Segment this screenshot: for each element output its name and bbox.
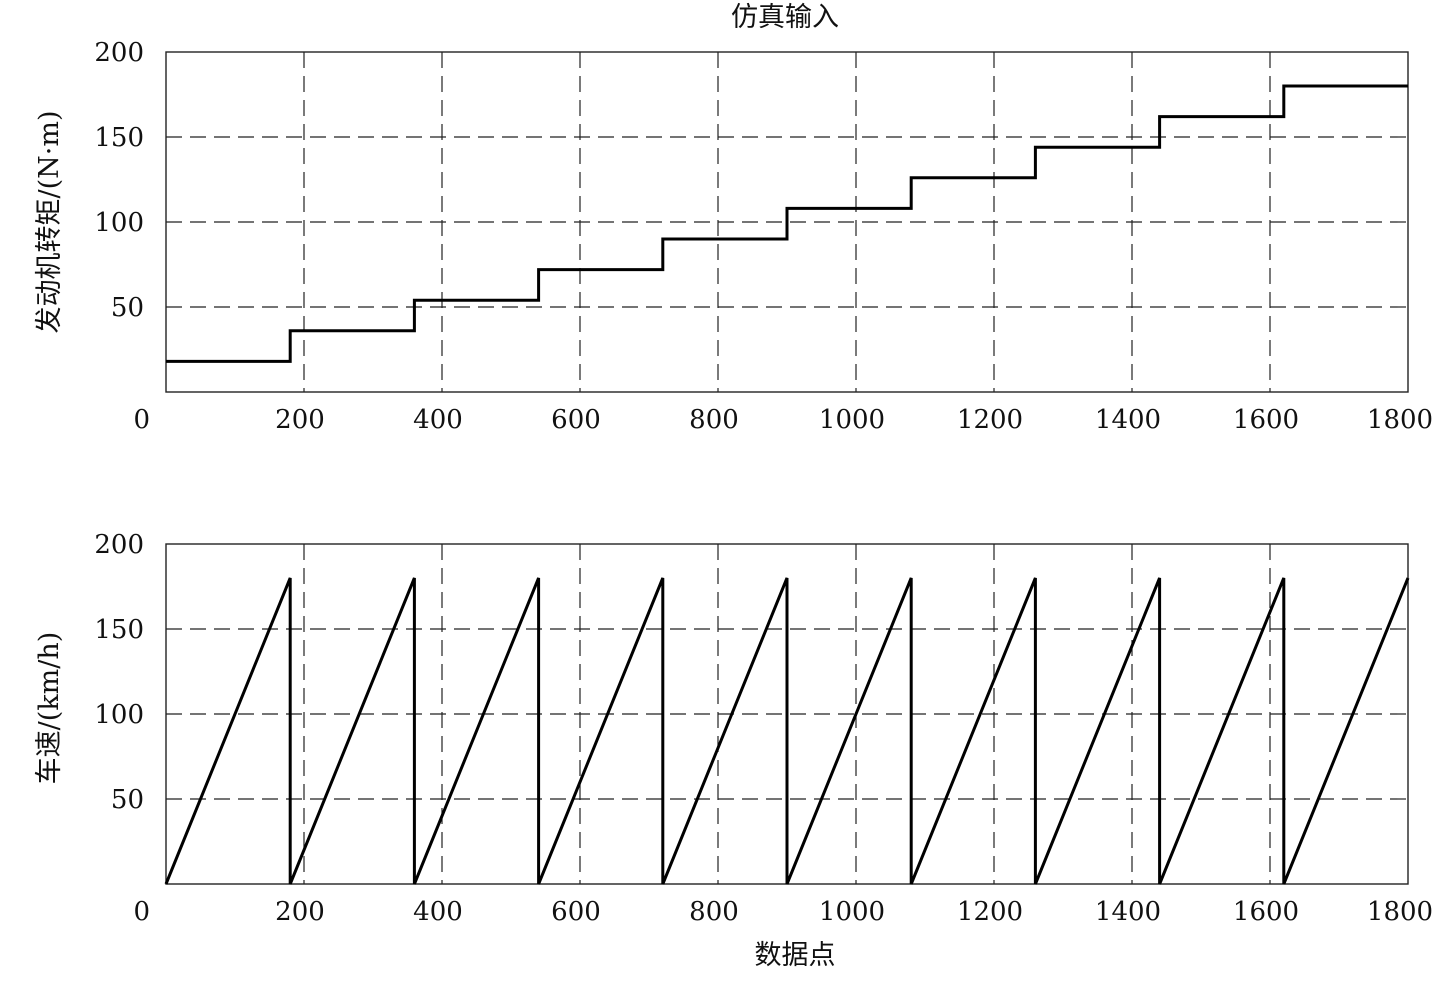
torque-xtick-label: 1600 [1233, 405, 1299, 435]
speed-ytick-label: 200 [94, 530, 144, 560]
torque-plot-frame [165, 51, 1409, 393]
torque-xtick-label: 1000 [819, 405, 885, 435]
torque-xtick-label: 800 [689, 405, 739, 435]
speed-ytick-label: 100 [94, 700, 144, 730]
torque-ytick-label: 200 [94, 38, 144, 68]
speed-y-axis-label: 车速/(km/h) [34, 632, 65, 785]
speed-xtick-label: 1200 [957, 897, 1023, 927]
speed-panel: 50 100 150 200 0 200 400 600 800 1000 1200 1400 1600… [34, 530, 1433, 971]
speed-xtick-label: 200 [275, 897, 325, 927]
speed-x-axis-label: 数据点 [755, 940, 836, 971]
torque-ytick-label: 150 [94, 123, 144, 153]
speed-xtick-label: 600 [551, 897, 601, 927]
torque-series-line [166, 84, 1408, 363]
speed-xtick-label: 400 [413, 897, 463, 927]
torque-ytick-label: 100 [94, 208, 144, 238]
speed-xtick-label: 0 [133, 897, 150, 927]
speed-xtick-label: 1800 [1367, 897, 1433, 927]
speed-xtick-label: 800 [689, 897, 739, 927]
torque-panel: 50 100 150 200 0 200 400 600 800 1000 1200 1400 1600… [34, 38, 1433, 435]
speed-xtick-label: 1600 [1233, 897, 1299, 927]
torque-ytick-label: 50 [111, 293, 144, 323]
speed-series-line [164, 577, 1410, 885]
torque-xtick-label: 600 [551, 405, 601, 435]
speed-xtick-label: 1400 [1095, 897, 1161, 927]
torque-xtick-label: 200 [275, 405, 325, 435]
speed-ytick-label: 150 [94, 615, 144, 645]
speed-ytick-label: 50 [111, 785, 144, 815]
torque-xtick-label: 0 [133, 405, 150, 435]
torque-xtick-label: 1400 [1095, 405, 1161, 435]
torque-xtick-label: 1200 [957, 405, 1023, 435]
torque-y-axis-label: 发动机转矩/(N·m) [34, 111, 65, 334]
figure-title: 仿真输入 [731, 2, 839, 33]
speed-xtick-label: 1000 [819, 897, 885, 927]
torque-xtick-label: 400 [413, 405, 463, 435]
torque-xtick-label: 1800 [1367, 405, 1433, 435]
